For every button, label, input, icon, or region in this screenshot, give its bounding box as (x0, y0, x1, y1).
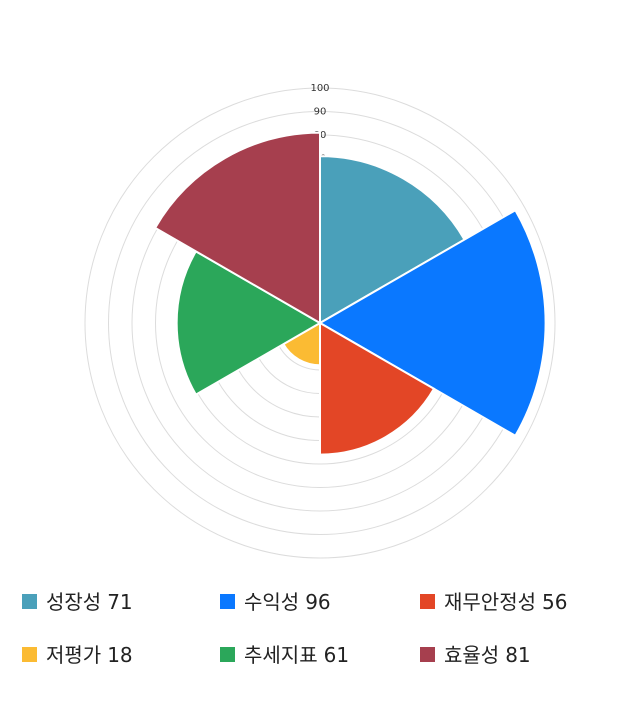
legend-label: 재무안정성 56 (444, 590, 567, 614)
sector (153, 131, 321, 325)
legend-name: 재무안정성 (444, 590, 536, 614)
legend-name: 성장성 (46, 590, 101, 614)
legend-swatch (420, 594, 435, 609)
legend-label: 효율성 81 (444, 643, 531, 667)
sector (175, 249, 323, 397)
sector (318, 208, 547, 438)
legend-name: 추세지표 (244, 643, 318, 667)
grid-ring (84, 87, 556, 559)
legend-name: 저평가 (46, 643, 101, 667)
legend-value: 96 (305, 590, 330, 614)
legend-value: 18 (107, 643, 132, 667)
tick-label: 100 (310, 83, 329, 94)
legend-value: 71 (107, 590, 132, 614)
tick-label: 90 (314, 107, 327, 118)
sector (319, 155, 466, 325)
legend-swatch (420, 647, 435, 662)
legend-label: 수익성 96 (244, 590, 331, 614)
legend-swatch (22, 647, 37, 662)
legend-name: 효율성 (444, 643, 499, 667)
legend-swatch (220, 647, 235, 662)
legend-label: 저평가 18 (46, 643, 133, 667)
legend-value: 56 (542, 590, 567, 614)
legend-label: 성장성 71 (46, 590, 133, 614)
legend-swatch (220, 594, 235, 609)
legend-label: 추세지표 61 (244, 643, 349, 667)
legend-value: 61 (324, 643, 349, 667)
sector (319, 321, 436, 456)
legend-value: 81 (505, 643, 530, 667)
legend-swatch (22, 594, 37, 609)
legend-name: 수익성 (244, 590, 299, 614)
